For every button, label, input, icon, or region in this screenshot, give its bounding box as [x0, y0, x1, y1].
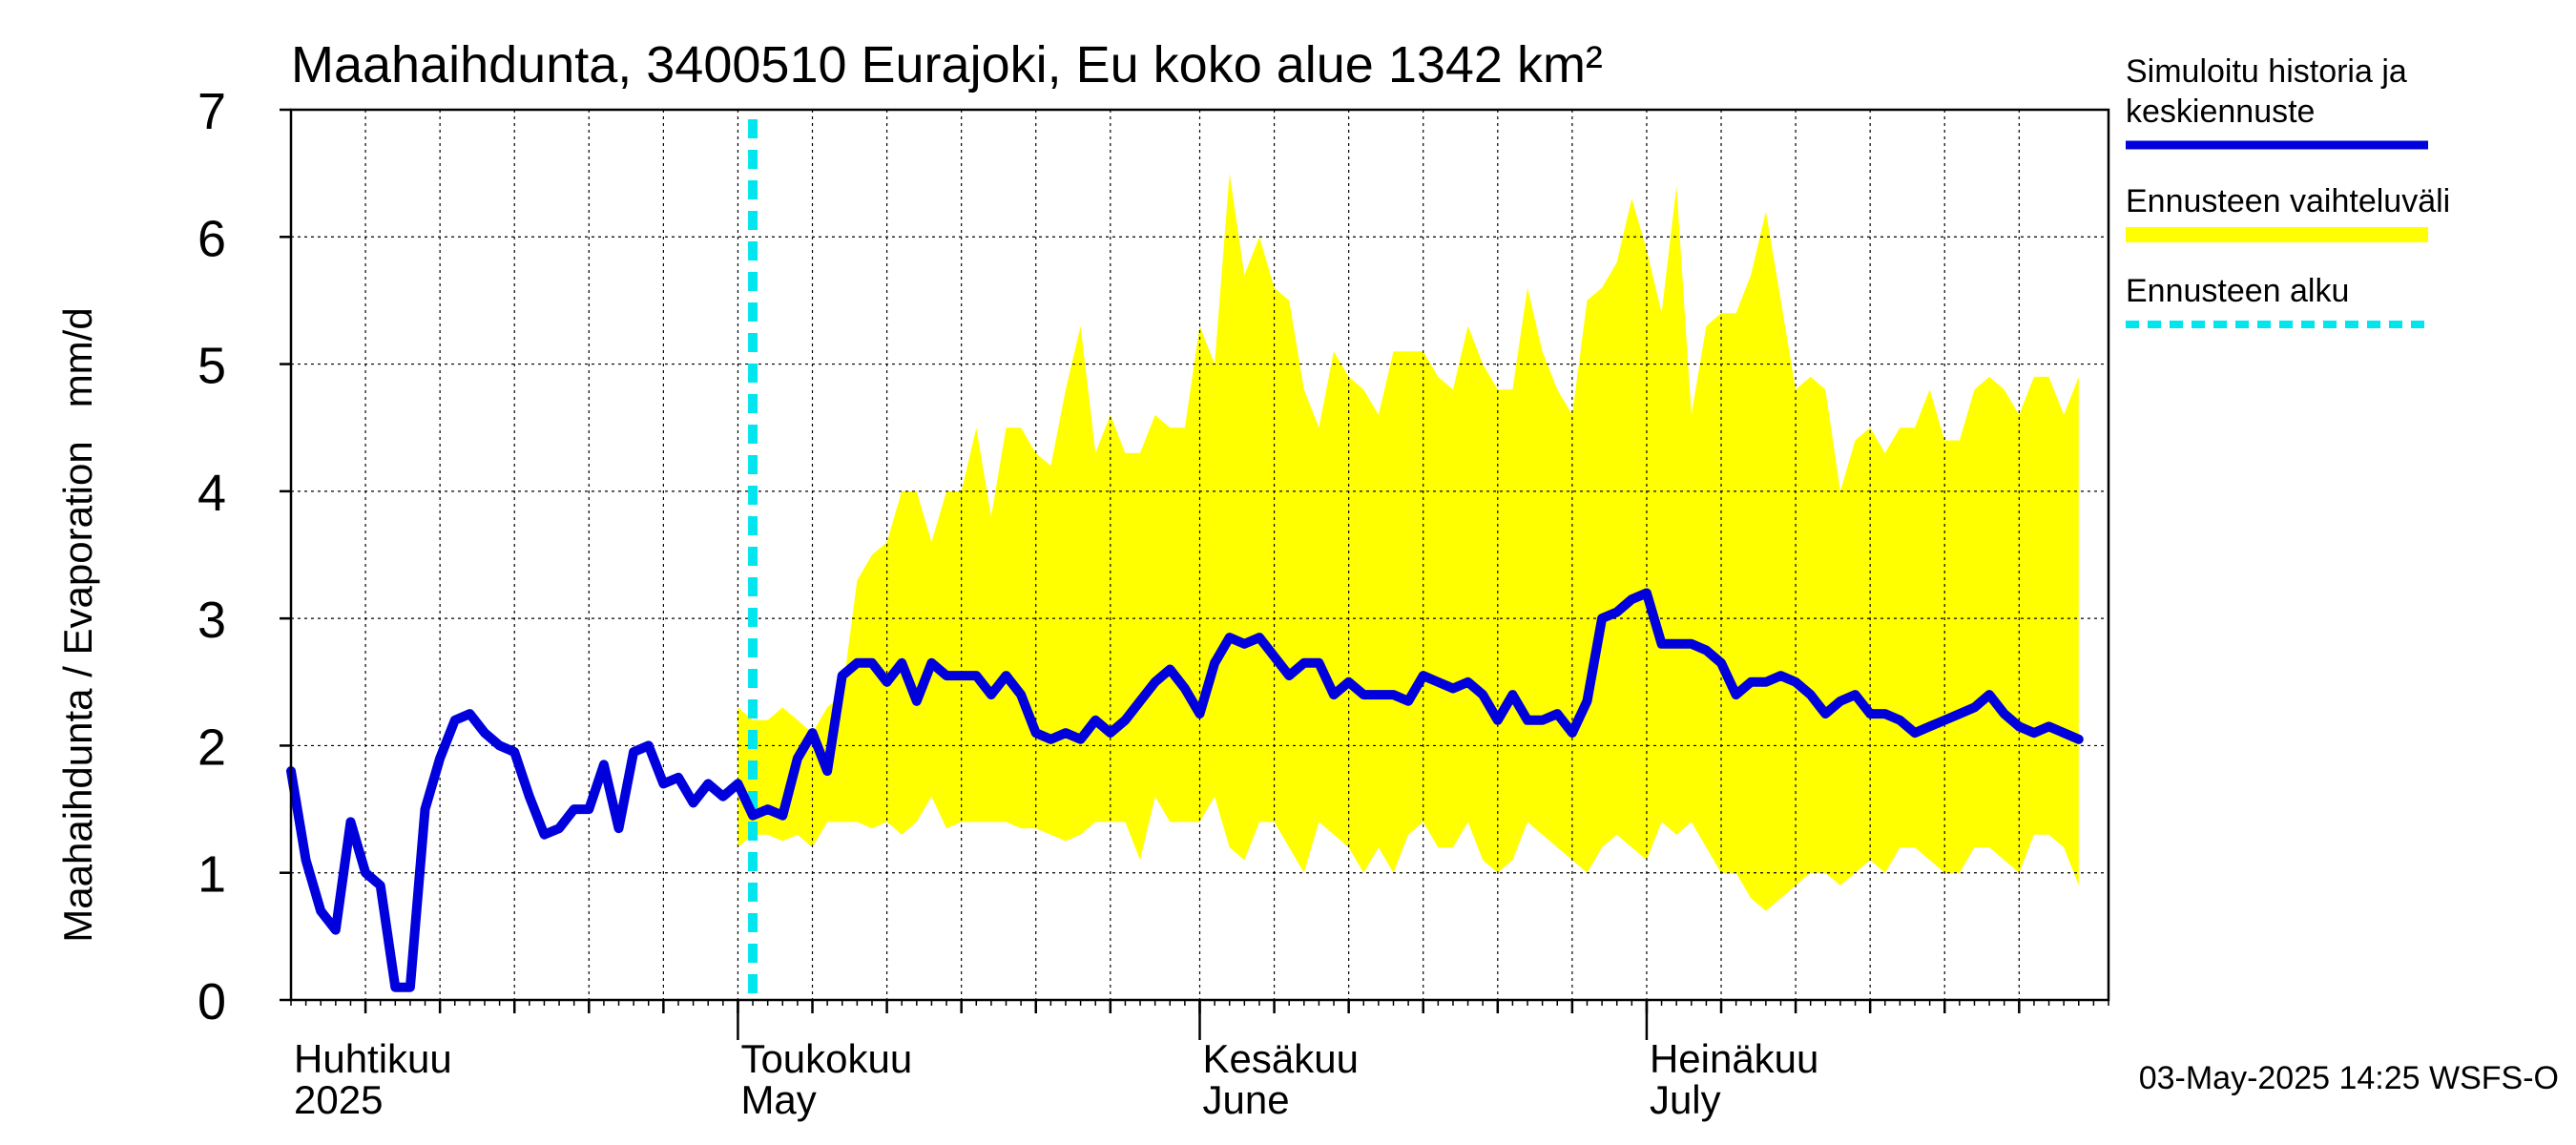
x-month-sublabel: 2025 [294, 1077, 383, 1122]
legend-label: Ennusteen alku [2126, 273, 2349, 309]
y-tick-label: 1 [197, 846, 226, 904]
y-tick-label: 0 [197, 973, 226, 1030]
y-tick-label: 5 [197, 338, 226, 395]
y-tick-label: 4 [197, 465, 226, 522]
x-month-label: Huhtikuu [294, 1036, 452, 1081]
x-month-label: Toukokuu [740, 1036, 912, 1081]
y-tick-label: 7 [197, 83, 226, 140]
x-month-sublabel: May [740, 1077, 816, 1122]
chart-title: Maahaihdunta, 3400510 Eurajoki, Eu koko … [291, 36, 1603, 94]
y-tick-label: 3 [197, 592, 226, 649]
legend: Simuloitu historia ja keskiennuste Ennuste… [2126, 53, 2450, 328]
axis-layer: 01234567Huhtikuu2025ToukokuuMayKesäkuuJu… [197, 83, 2110, 1122]
legend-label: keskiennuste [2126, 94, 2315, 130]
legend-label: Simuloitu historia ja [2126, 53, 2407, 90]
y-tick-label: 2 [197, 718, 226, 776]
legend-label: Ennusteen vaihteluväli [2126, 183, 2450, 219]
x-month-label: Heinäkuu [1650, 1036, 1818, 1081]
forecast-range-band [737, 173, 2079, 911]
grid-layer [291, 110, 2109, 1000]
timestamp-label: 03-May-2025 14:25 WSFS-O [2139, 1060, 2559, 1096]
x-month-label: Kesäkuu [1203, 1036, 1359, 1081]
y-tick-label: 6 [197, 210, 226, 267]
y-axis-label: Maahaihdunta / Evaporation mm/d [55, 307, 100, 942]
forecast-range-layer [737, 173, 2079, 911]
x-month-sublabel: July [1650, 1077, 1721, 1122]
history-line-layer [286, 119, 2084, 1000]
history-mean-line [286, 588, 2084, 992]
x-month-sublabel: June [1203, 1077, 1290, 1122]
